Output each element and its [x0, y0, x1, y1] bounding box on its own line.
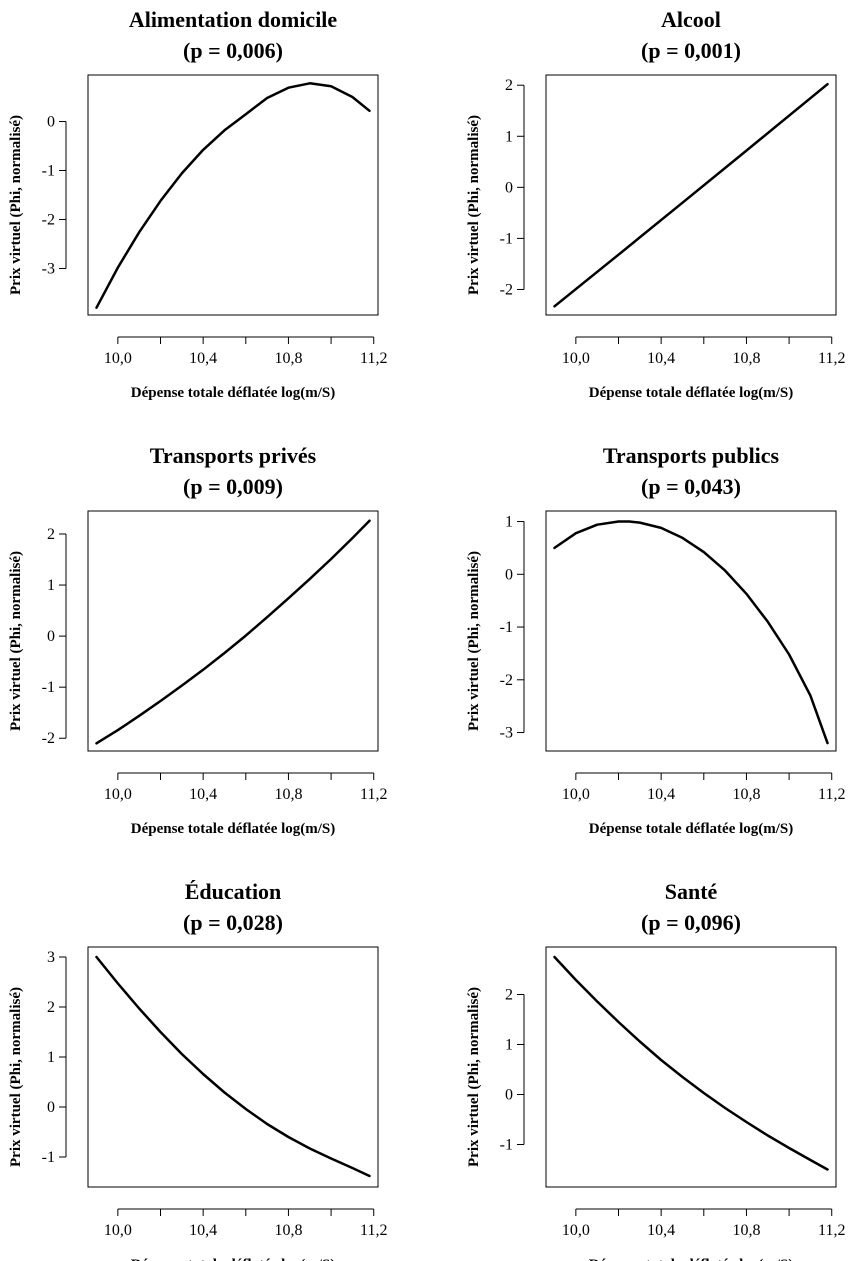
plot-frame — [545, 510, 837, 752]
x-axis-label: Dépense totale déflatée log(m/S) — [589, 821, 794, 837]
y-tick-label: 2 — [505, 987, 513, 1004]
y-tick-label: 1 — [47, 1049, 55, 1066]
y-tick-label: 1 — [505, 1037, 513, 1054]
series-line — [95, 955, 371, 1178]
y-tick-label: -1 — [42, 1149, 55, 1166]
chart-panel-1: Alimentation domicile (p = 0,006) 10,0 10,4… — [8, 7, 387, 401]
chart-title: Santé — [665, 879, 718, 904]
y-tick-label: 2 — [47, 999, 55, 1016]
x-tick-label: 10,0 — [562, 350, 590, 367]
chart-subtitle: (p = 0,009) — [183, 474, 283, 499]
chart-panel-4: Transports publics (p = 0,043) 10,0 10,4 10,… — [466, 443, 845, 837]
y-tick-label: 1 — [505, 514, 513, 531]
y-tick-label: 1 — [47, 577, 55, 594]
chart-subtitle: (p = 0,006) — [183, 38, 283, 63]
y-tick-label: -1 — [500, 230, 513, 247]
series-line — [553, 520, 829, 745]
chart-title: Alimentation domicile — [129, 7, 338, 32]
y-tick-label: 0 — [505, 1087, 513, 1104]
y-tick-label: 0 — [505, 179, 513, 196]
series-line — [553, 82, 829, 308]
x-tick-label: 11,2 — [360, 1222, 387, 1239]
plot-frame — [545, 74, 837, 316]
x-axis-label: Dépense totale déflatée log(m/S) — [589, 385, 794, 401]
chart-subtitle: (p = 0,043) — [641, 474, 741, 499]
y-tick-label: -1 — [42, 163, 55, 180]
y-tick-label: 2 — [505, 77, 513, 94]
x-tick-label: 10,0 — [562, 786, 590, 803]
y-tick-label: -1 — [500, 619, 513, 636]
chart-subtitle: (p = 0,001) — [641, 38, 741, 63]
y-axis-label: Prix virtuel (Phi, normalisé) — [8, 115, 24, 295]
y-tick-label: 0 — [47, 114, 55, 131]
y-axis-label: Prix virtuel (Phi, normalisé) — [466, 987, 482, 1167]
plot-frame — [87, 74, 379, 316]
y-tick-label: -2 — [42, 211, 55, 228]
x-tick-label: 10,4 — [647, 1222, 675, 1239]
chart-title: Transports privés — [150, 443, 317, 468]
x-axis-label: Dépense totale déflatée log(m/S) — [131, 821, 336, 837]
x-tick-label: 11,2 — [818, 786, 845, 803]
x-tick-label: 10,8 — [274, 786, 302, 803]
chart-title: Transports publics — [603, 443, 780, 468]
x-axis-label: Dépense totale déflatée log(m/S) — [131, 385, 336, 401]
y-tick-label: -2 — [500, 672, 513, 689]
y-tick-label: -2 — [42, 730, 55, 747]
chart-subtitle: (p = 0,096) — [641, 910, 741, 935]
plot-frame — [87, 946, 379, 1188]
y-axis-label: Prix virtuel (Phi, normalisé) — [8, 987, 24, 1167]
x-tick-label: 10,0 — [104, 1222, 132, 1239]
y-tick-label: 1 — [505, 128, 513, 145]
x-tick-label: 10,4 — [647, 786, 675, 803]
x-tick-label: 10,8 — [274, 1222, 302, 1239]
y-tick-label: -1 — [500, 1137, 513, 1154]
x-tick-label: 10,4 — [189, 786, 217, 803]
y-axis-label: Prix virtuel (Phi, normalisé) — [466, 115, 482, 295]
series-line — [95, 82, 371, 309]
y-tick-label: 3 — [47, 949, 55, 966]
y-tick-label: 0 — [47, 628, 55, 645]
x-tick-label: 10,0 — [104, 786, 132, 803]
x-tick-label: 10,0 — [562, 1222, 590, 1239]
chart-subtitle: (p = 0,028) — [183, 910, 283, 935]
y-tick-label: -1 — [42, 679, 55, 696]
chart-panel-6: Santé (p = 0,096) 10,0 10,4 10,8 11,2 2 1 0 -1 Dép… — [466, 879, 845, 1261]
x-tick-label: 10,4 — [189, 350, 217, 367]
x-tick-label: 10,8 — [732, 350, 760, 367]
x-tick-label: 11,2 — [818, 350, 845, 367]
x-tick-label: 10,0 — [104, 350, 132, 367]
x-tick-label: 10,8 — [274, 350, 302, 367]
y-tick-label: 0 — [505, 566, 513, 583]
series-line — [553, 955, 829, 1171]
y-tick-label: 0 — [47, 1099, 55, 1116]
y-tick-label: -2 — [500, 281, 513, 298]
chart-title: Alcool — [661, 7, 721, 32]
x-tick-label: 11,2 — [360, 786, 387, 803]
chart-panel-5: Éducation (p = 0,028) 10,0 10,4 10,8 11,2 3 2 1 0… — [8, 879, 387, 1261]
x-axis-label: Dépense totale déflatée log(m/S) — [131, 1257, 336, 1261]
y-axis-label: Prix virtuel (Phi, normalisé) — [466, 551, 482, 731]
x-axis-label: Dépense totale déflatée log(m/S) — [589, 1257, 794, 1261]
x-tick-label: 10,8 — [732, 786, 760, 803]
plot-frame — [545, 946, 837, 1188]
x-tick-label: 10,4 — [647, 350, 675, 367]
chart-title: Éducation — [185, 879, 282, 904]
x-tick-label: 11,2 — [360, 350, 387, 367]
y-tick-label: -3 — [42, 260, 55, 277]
x-tick-label: 10,4 — [189, 1222, 217, 1239]
chart-panel-2: Alcool (p = 0,001) 10,0 10,4 10,8 11,2 2 1 0 -1 -2… — [466, 7, 845, 401]
x-tick-label: 10,8 — [732, 1222, 760, 1239]
chart-panel-3: Transports privés (p = 0,009) 10,0 10,4 10,8… — [8, 443, 387, 837]
y-tick-label: -3 — [500, 725, 513, 742]
y-tick-label: 2 — [47, 526, 55, 543]
plot-frame — [87, 510, 379, 752]
x-tick-label: 11,2 — [818, 1222, 845, 1239]
series-line — [95, 519, 371, 745]
y-axis-label: Prix virtuel (Phi, normalisé) — [8, 551, 24, 731]
